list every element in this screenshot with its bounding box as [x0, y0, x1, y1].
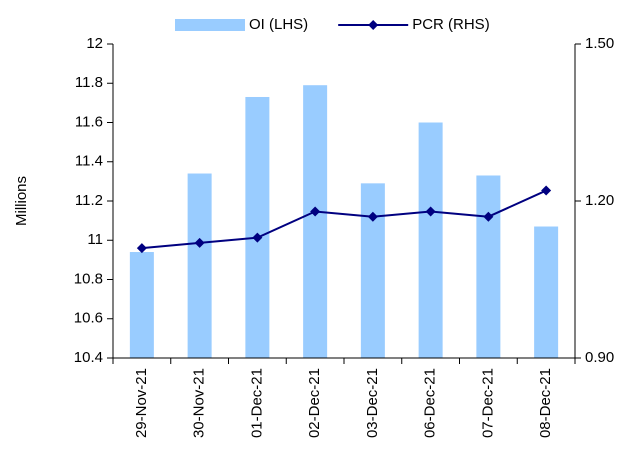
bar [303, 85, 328, 359]
bar [476, 175, 501, 358]
y-tick-label: 12 [86, 35, 103, 52]
bar [187, 173, 212, 358]
x-tick-label: 02-Dec-21 [306, 368, 323, 438]
x-tick-label: 03-Dec-21 [364, 368, 381, 438]
marker [425, 206, 436, 217]
legend-label: OI (LHS) [249, 16, 308, 33]
marker [194, 237, 205, 248]
y-tick-label: 10.6 [74, 310, 103, 327]
x-tick-label: 29-Nov-21 [133, 368, 150, 438]
x-tick-label: 30-Nov-21 [191, 368, 208, 438]
y-tick-label: 11.2 [75, 192, 103, 209]
y-tick-label: 11.6 [75, 113, 103, 130]
marker [310, 206, 321, 217]
x-tick-label: 07-Dec-21 [479, 368, 496, 438]
x-tick-label: 01-Dec-21 [248, 368, 265, 438]
x-tick-label: 08-Dec-21 [537, 368, 554, 438]
marker [367, 211, 378, 222]
y-tick-label: 11.8 [75, 74, 103, 91]
y2-tick-label: 0.90 [585, 349, 614, 366]
marker [252, 232, 263, 243]
x-tick-label: 06-Dec-21 [422, 368, 439, 438]
line [141, 189, 547, 250]
bar [245, 96, 270, 359]
bar [418, 122, 443, 358]
y-tick-label: 11.4 [75, 153, 103, 170]
y2-tick-label: 1.20 [585, 192, 614, 209]
bar [129, 252, 154, 358]
legend-label: PCR (RHS) [412, 16, 490, 33]
y-tick-label: 11 [87, 231, 103, 248]
y-tick-label: 10.4 [74, 349, 103, 366]
y-axis-label: Millions [13, 176, 30, 226]
legend-swatch [175, 19, 245, 31]
marker [136, 243, 147, 254]
y-tick-label: 10.8 [74, 270, 103, 287]
bar [360, 183, 385, 358]
marker [541, 185, 552, 196]
marker [483, 211, 494, 222]
y2-tick-label: 1.50 [585, 35, 614, 52]
legend-swatch [368, 20, 379, 30]
bar [534, 226, 559, 358]
